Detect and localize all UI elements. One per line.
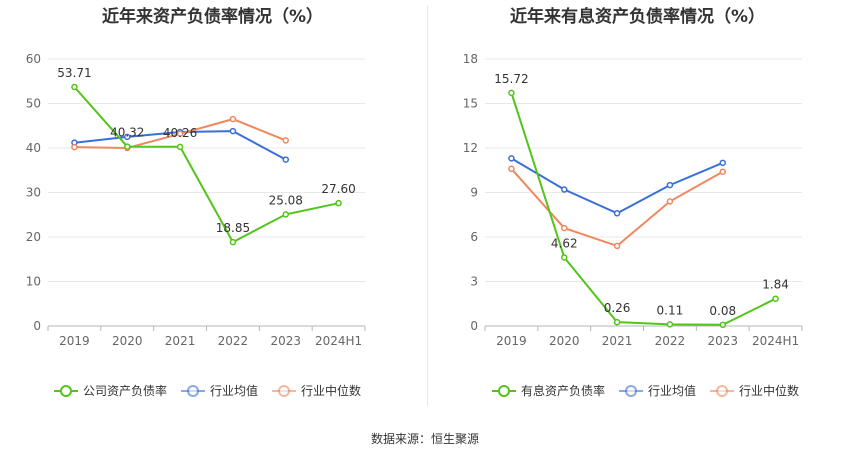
data-point xyxy=(229,127,237,135)
data-point xyxy=(282,137,289,144)
legend-swatch-marker xyxy=(625,385,638,397)
chart-title: 近年来资产负债率情况（%） xyxy=(101,7,324,27)
interest-bearing-liability-ratio-plot: 0 3 6 9 12 15 18 2019 2020 2021 2022 2023 2024H1 15.7… xyxy=(463,52,803,398)
x-tick-label: 2019 xyxy=(496,334,527,348)
data-point xyxy=(613,242,621,250)
y-tick-label: 12 xyxy=(463,141,478,155)
y-tick-label: 6 xyxy=(470,230,478,244)
data-label: 25.08 xyxy=(269,193,303,207)
y-tick-label: 60 xyxy=(26,52,41,66)
data-point xyxy=(176,130,184,138)
data-point xyxy=(229,115,237,123)
y-tick-label: 40 xyxy=(26,141,41,155)
y-tick-label: 50 xyxy=(26,97,41,111)
y-tick-label: 18 xyxy=(463,52,478,66)
y-tick-label: 30 xyxy=(26,186,41,200)
x-tick-label: 2023 xyxy=(270,334,301,348)
x-tick-label: 2019 xyxy=(59,334,90,348)
asset-liability-ratio-plot: 0 10 20 30 40 50 60 2019 2020 2021 2022 2023 2024H1 5… xyxy=(26,52,366,398)
asset-liability-ratio-chart: 近年来资产负债率情况（%） 0 10 20 30 40 50 60 2019 2020 2021 2… xyxy=(0,0,425,420)
data-point xyxy=(613,318,621,326)
y-tick-label: 9 xyxy=(470,186,478,200)
data-point xyxy=(719,159,726,167)
data-label: 40.26 xyxy=(163,126,197,140)
y-tick-label: 20 xyxy=(26,230,41,244)
legend-item[interactable]: 有息资产负债率 xyxy=(492,383,605,398)
legend-label: 有息资产负债率 xyxy=(521,383,605,398)
legend-swatch-marker xyxy=(60,385,72,397)
data-point xyxy=(282,156,289,163)
data-point xyxy=(508,155,515,162)
data-point xyxy=(561,186,568,193)
data-label: 0.11 xyxy=(657,303,684,317)
x-tick-label: 2020 xyxy=(112,334,143,348)
y-tick-label: 0 xyxy=(470,319,478,333)
x-tick-label: 2024H1 xyxy=(752,334,799,348)
interest-bearing-liability-ratio-chart: 近年来有息资产负债率情况（%） 0 3 6 9 12 15 18 2019 2020 2021 20… xyxy=(425,0,850,420)
legend-item[interactable]: 行业均值 xyxy=(181,383,258,398)
data-point xyxy=(772,295,779,302)
x-tick-label: 2021 xyxy=(165,334,196,348)
legend-label: 公司资产负债率 xyxy=(83,383,167,398)
data-label: 0.26 xyxy=(604,301,631,315)
data-point xyxy=(124,143,131,150)
data-label: 40.32 xyxy=(110,126,144,140)
series-line xyxy=(73,86,339,244)
legend-item[interactable]: 行业中位数 xyxy=(272,383,361,398)
legend-swatch-marker xyxy=(716,385,729,397)
y-tick-label: 0 xyxy=(33,319,41,333)
data-point xyxy=(613,210,621,217)
data-point xyxy=(666,181,674,189)
legend-swatch-marker xyxy=(498,385,510,397)
data-label: 27.60 xyxy=(321,182,355,196)
data-point xyxy=(508,165,515,173)
legend-item[interactable]: 行业均值 xyxy=(619,383,696,398)
data-point xyxy=(335,199,342,207)
legend-label: 行业中位数 xyxy=(301,383,361,398)
series-line xyxy=(510,92,777,326)
data-point xyxy=(282,211,289,218)
data-point xyxy=(71,143,78,151)
x-tick-label: 2024H1 xyxy=(315,334,362,348)
data-label: 53.71 xyxy=(57,66,91,80)
data-point xyxy=(719,321,726,329)
y-tick-label: 15 xyxy=(463,97,478,111)
data-point xyxy=(666,198,674,205)
data-point xyxy=(561,224,568,232)
x-tick-label: 2022 xyxy=(655,334,686,348)
data-label: 4.62 xyxy=(551,236,578,250)
data-point xyxy=(124,133,131,141)
data-point xyxy=(666,321,674,328)
data-label: 18.85 xyxy=(216,221,250,235)
data-point xyxy=(719,168,726,175)
data-point xyxy=(176,143,184,151)
legend-item[interactable]: 行业中位数 xyxy=(710,383,799,398)
x-tick-label: 2023 xyxy=(707,334,738,348)
x-tick-label: 2021 xyxy=(602,334,633,348)
data-point xyxy=(229,238,237,246)
data-label: 0.08 xyxy=(709,304,736,318)
data-point xyxy=(508,89,515,97)
chart-title: 近年来有息资产负债率情况（%） xyxy=(509,7,766,27)
x-tick-label: 2020 xyxy=(549,334,580,348)
legend-label: 行业中位数 xyxy=(739,383,799,398)
legend-swatch-marker xyxy=(278,385,291,397)
data-label: 15.72 xyxy=(494,72,528,86)
data-point xyxy=(561,254,568,261)
data-source: 数据来源：恒生聚源 xyxy=(370,432,479,446)
x-tick-label: 2022 xyxy=(218,334,249,348)
legend-label: 行业均值 xyxy=(648,383,696,398)
legend-swatch-marker xyxy=(187,385,200,397)
legend-item[interactable]: 公司资产负债率 xyxy=(54,383,167,398)
legend-label: 行业均值 xyxy=(210,383,258,398)
data-label: 1.84 xyxy=(762,278,789,292)
data-point xyxy=(71,83,78,91)
y-tick-label: 3 xyxy=(470,275,478,289)
panel-divider xyxy=(427,6,428,406)
series-line xyxy=(510,168,724,248)
y-tick-label: 10 xyxy=(26,275,41,289)
